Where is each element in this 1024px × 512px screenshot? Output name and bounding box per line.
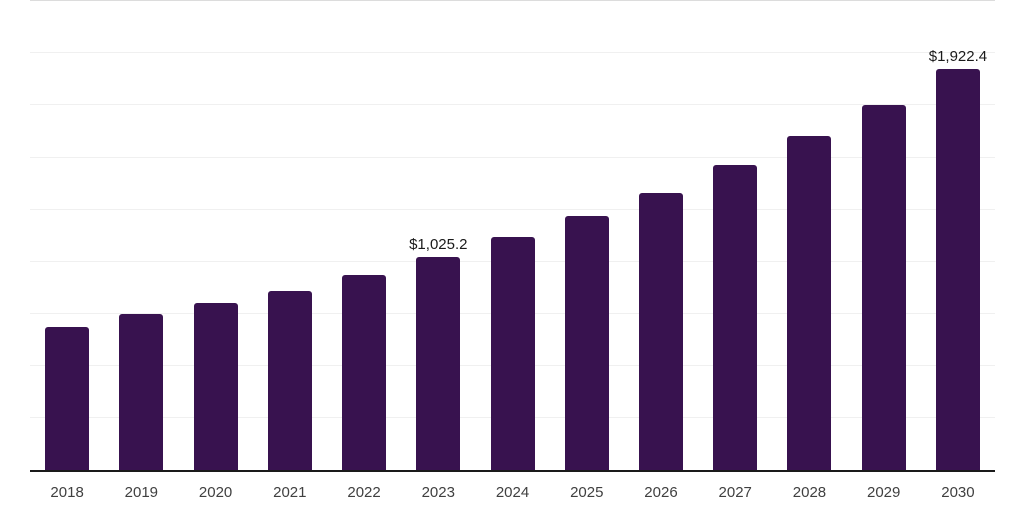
tick-label-2018: 2018 (50, 484, 84, 501)
bar-slot-2018 (30, 1, 104, 471)
bar-2027[interactable] (713, 165, 758, 471)
bar-2029[interactable] (861, 104, 906, 471)
bar-slot-2022 (327, 1, 401, 471)
bar-slot-2024 (475, 1, 549, 471)
bar-2018[interactable] (45, 326, 90, 471)
bar-2022[interactable] (342, 274, 387, 471)
bar-2019[interactable] (119, 314, 164, 471)
bar-slot-2030: $1,922.4 (921, 1, 995, 471)
bar-2023[interactable] (416, 256, 461, 471)
tick-label-2024: 2024 (495, 484, 530, 501)
bar-slot-2029 (847, 1, 921, 471)
tick-label-2030: 2030 (941, 484, 975, 501)
bar-slot-2028 (772, 1, 846, 471)
tick-label-2027: 2027 (718, 484, 752, 501)
bar-slot-2026 (624, 1, 698, 471)
bar-slot-2027 (698, 1, 772, 471)
value-label-2030: $1,922.4 (928, 48, 988, 66)
gridline-1750 (30, 104, 995, 106)
tick-label-2025: 2025 (570, 484, 604, 501)
gridline-2000 (30, 52, 995, 54)
bar-2020[interactable] (193, 302, 238, 471)
bar-2026[interactable] (638, 192, 683, 471)
gridline-1500 (30, 156, 995, 158)
x-axis-tick-labels: 2018 2019 2020 2021 2022 2023 2024 2025 2026 2027… (30, 484, 995, 501)
tick-label-2021: 2021 (273, 484, 307, 501)
bar-slot-2025 (550, 1, 624, 471)
bar-2021[interactable] (267, 291, 312, 471)
tick-label-2019: 2019 (124, 484, 159, 501)
bar-slot-2023: $1,025.2 (401, 1, 475, 471)
x-axis-line (30, 470, 995, 472)
value-label-2023: $1,025.2 (409, 235, 468, 253)
tick-label-2029: 2029 (867, 484, 901, 501)
tick-label-2028: 2028 (792, 484, 827, 501)
bar-series: $1,025.2 $1,922.4 (30, 1, 995, 471)
bar-slot-2021 (253, 1, 327, 471)
tick-label-2020: 2020 (198, 484, 233, 501)
tick-label-2023: 2023 (421, 484, 455, 501)
bar-2024[interactable] (490, 237, 535, 471)
gridline-2250 (30, 0, 995, 1)
tick-label-2026: 2026 (644, 484, 678, 501)
bar-slot-2020 (178, 1, 252, 471)
bar-2028[interactable] (787, 136, 832, 471)
bar-2030[interactable] (935, 69, 980, 471)
bar-2025[interactable] (564, 215, 609, 471)
tick-label-2022: 2022 (347, 484, 381, 501)
gridline-1250 (30, 208, 995, 210)
plot-area: $1,025.2 $1,922.4 (30, 0, 995, 471)
bar-slot-2019 (104, 1, 178, 471)
